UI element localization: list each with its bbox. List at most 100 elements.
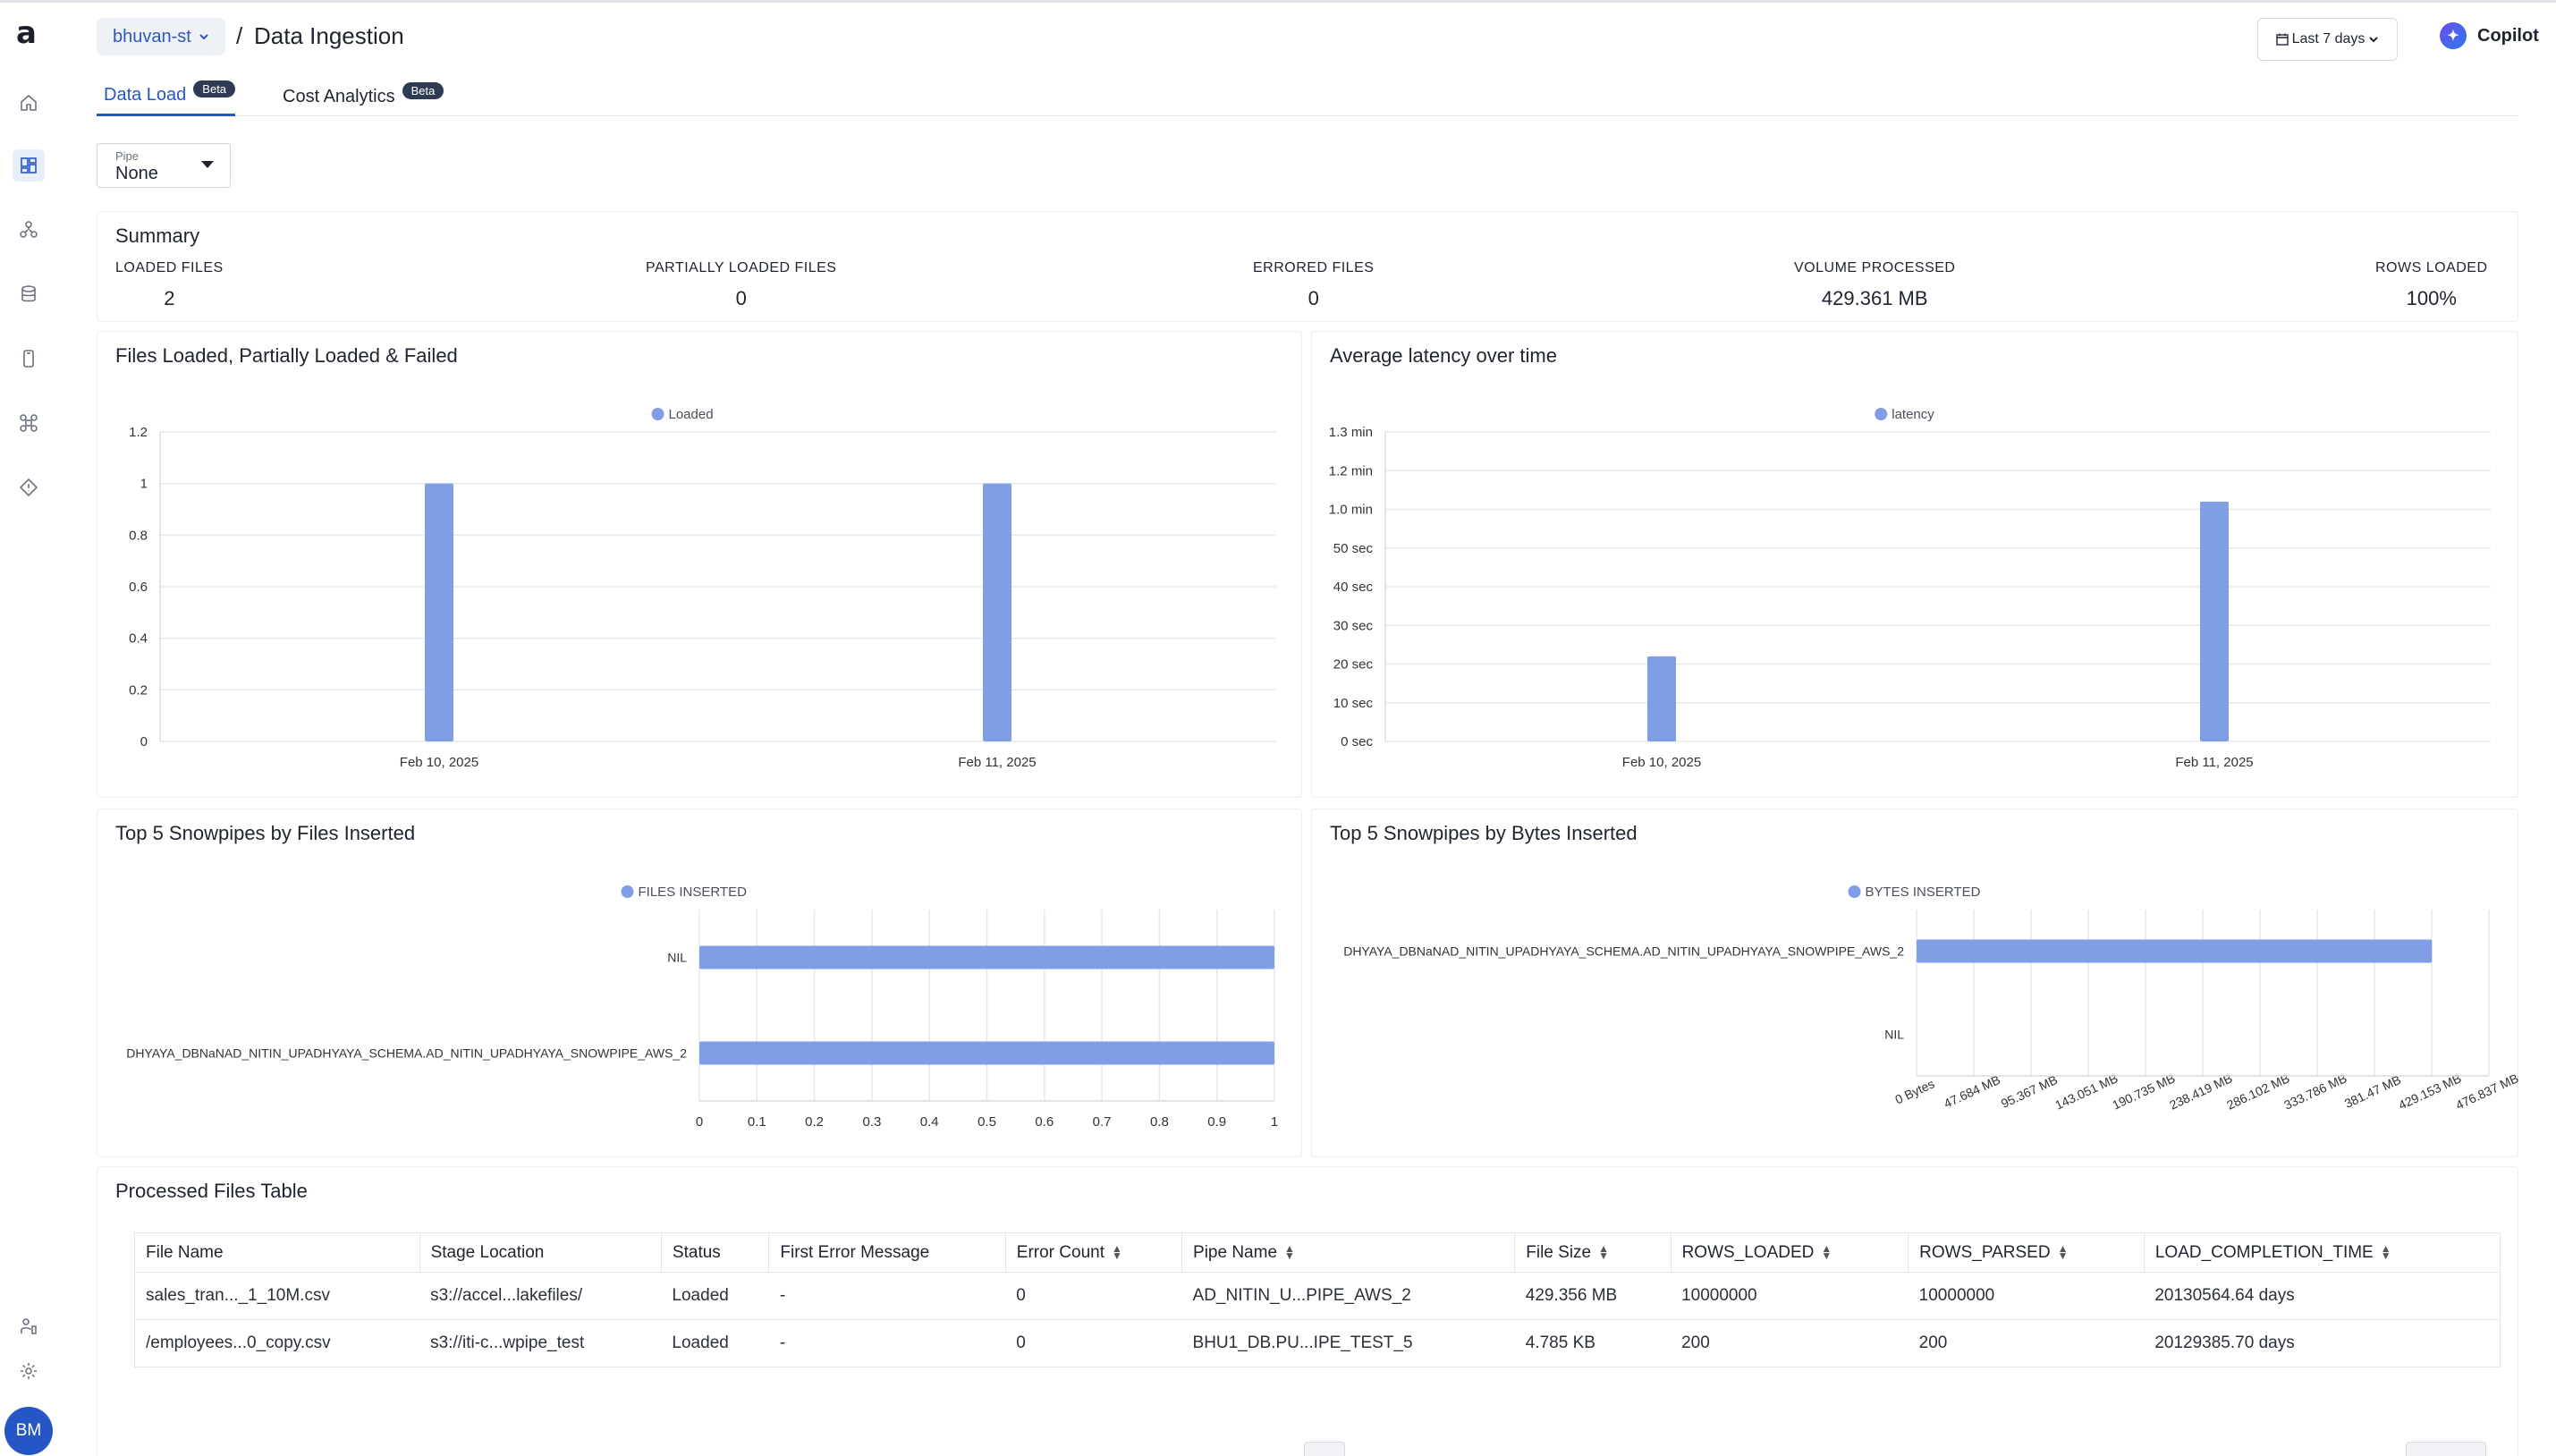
legend-marker [1848, 885, 1861, 898]
mobile-icon[interactable] [13, 343, 45, 375]
y-tick-label: 40 sec [1333, 580, 1374, 595]
column-header-label: ROWS_LOADED [1681, 1242, 1815, 1262]
workspace-selector[interactable]: bhuvan-st [97, 18, 225, 55]
table-cell: sales_tran..._1_10M.csv [134, 1272, 420, 1320]
workspace-name: bhuvan-st [113, 26, 191, 47]
top-border [0, 0, 2556, 3]
page-size-select[interactable] [2406, 1442, 2486, 1456]
sort-icon[interactable]: ▲ ▼ [2057, 1242, 2069, 1263]
dashboard-icon[interactable] [13, 149, 45, 182]
avatar[interactable]: BM [4, 1407, 53, 1455]
table-cell: 4.785 KB [1514, 1319, 1672, 1367]
chart-title: Top 5 Snowpipes by Files Inserted [115, 822, 416, 844]
tab-cost-analytics[interactable]: Cost Analytics Beta [283, 77, 444, 116]
column-header-label: First Error Message [780, 1242, 930, 1262]
table-row[interactable]: sales_tran..._1_10M.csv s3://accel...lake… [134, 1272, 2501, 1320]
y-category-label: NIL [1884, 1028, 1904, 1042]
table-cell: Loaded [661, 1319, 769, 1367]
bytes-inserted-chart-card: Top 5 Snowpipes by Bytes Inserted BYTES … [1311, 808, 2519, 1157]
x-tick-label: 0.4 [920, 1114, 939, 1130]
bar [2200, 501, 2229, 741]
x-tick-label: 476.837 MB [2453, 1071, 2519, 1112]
home-icon[interactable] [13, 87, 45, 119]
gear-icon[interactable] [13, 1355, 45, 1387]
x-tick-label: Feb 11, 2025 [2175, 755, 2253, 770]
table-title: Processed Files Table [115, 1180, 308, 1202]
summary-value: 0 [735, 287, 747, 309]
summary-label: ERRORED FILES [1253, 260, 1375, 275]
copilot-button[interactable]: ✦ Copilot [2440, 21, 2539, 50]
x-tick-label: 143.051 MB [2052, 1071, 2120, 1112]
bar [425, 483, 453, 741]
y-category-label: DHYAYA_DBNaNAD_NITIN_UPADHYAYA_SCHEMA.AD… [1343, 944, 1904, 959]
command-icon[interactable] [13, 407, 45, 439]
x-tick-label: 429.153 MB [2396, 1071, 2463, 1112]
summary-card: Summary LOADED FILES 2 PARTIALLY LOADED … [97, 211, 2518, 322]
chart-title: Files Loaded, Partially Loaded & Failed [115, 344, 458, 367]
table-cell: s3://accel...lakefiles/ [419, 1272, 662, 1320]
column-header[interactable]: ROWS_LOADED ▲ ▼ [1670, 1232, 1909, 1273]
y-tick-label: 0.6 [129, 580, 148, 595]
tab-bar: Data Load Beta Cost Analytics Beta [97, 77, 2518, 116]
y-tick-label: 10 sec [1333, 696, 1374, 711]
column-header: First Error Message [768, 1232, 1006, 1273]
chart-title: Average latency over time [1330, 344, 1557, 367]
y-tick-label: 1.2 [129, 425, 148, 440]
database-icon[interactable] [13, 278, 45, 310]
x-tick-label: Feb 11, 2025 [958, 755, 1036, 770]
sort-icon[interactable]: ▲ ▼ [1598, 1242, 1609, 1263]
x-tick-label: Feb 10, 2025 [400, 755, 478, 770]
x-tick-label: 0.8 [1150, 1114, 1169, 1130]
legend-marker [621, 885, 634, 898]
column-header[interactable]: Error Count ▲ ▼ [1004, 1232, 1183, 1273]
column-header[interactable]: Pipe Name ▲ ▼ [1181, 1232, 1516, 1273]
sort-icon[interactable]: ▲ ▼ [1821, 1242, 1832, 1263]
pagination-current-page[interactable] [1304, 1442, 1345, 1456]
table-cell: /employees...0_copy.csv [134, 1319, 420, 1367]
connections-icon[interactable] [13, 214, 45, 246]
date-range-selector[interactable]: Last 7 days [2257, 18, 2398, 61]
column-header-label: LOAD_COMPLETION_TIME [2154, 1242, 2374, 1262]
x-tick-label: 0 [696, 1114, 703, 1130]
column-header[interactable]: LOAD_COMPLETION_TIME ▲ ▼ [2143, 1232, 2501, 1273]
x-tick-label: 0.2 [805, 1114, 824, 1130]
sidebar: a BM [0, 3, 57, 1456]
latency-chart: latency 0 sec 10 sec 20 sec 30 sec 40 sec 50 s… [1329, 407, 2491, 770]
column-header[interactable]: ROWS_PARSED ▲ ▼ [1908, 1232, 2145, 1273]
x-tick-label: 1 [1271, 1114, 1278, 1130]
sort-icon[interactable]: ▲ ▼ [1111, 1242, 1122, 1263]
tab-data-load[interactable]: Data Load Beta [97, 77, 236, 116]
x-tick-label: 0.3 [862, 1114, 881, 1130]
y-tick-label: 0.2 [129, 682, 148, 698]
breadcrumb-separator: / [236, 22, 243, 49]
summary-label: VOLUME PROCESSED [1794, 260, 1956, 275]
pipe-select-value: None [115, 164, 158, 183]
diamond-warning-icon[interactable] [13, 471, 45, 504]
sort-icon[interactable]: ▲ ▼ [1284, 1242, 1295, 1263]
pipe-select[interactable]: Pipe None [97, 143, 231, 188]
y-tick-label: 1 [140, 477, 148, 492]
table-cell: 200 [1908, 1319, 2145, 1367]
copilot-label: Copilot [2477, 25, 2539, 46]
summary-rows-loaded: ROWS LOADED 100% [2375, 260, 2488, 310]
processed-files-table: File Name Stage Location Status First Error… [134, 1232, 2501, 1367]
sparkle-icon: ✦ [2440, 22, 2467, 49]
beta-badge: Beta [402, 81, 444, 99]
table-cell: Loaded [661, 1272, 769, 1320]
app-logo[interactable]: a [16, 15, 37, 51]
bar [699, 1041, 1274, 1065]
y-tick-label: 1.0 min [1329, 503, 1373, 518]
sort-icon[interactable]: ▲ ▼ [2380, 1242, 2391, 1263]
column-header[interactable]: File Size ▲ ▼ [1514, 1232, 1672, 1273]
x-tick-label: 0.1 [748, 1114, 766, 1130]
summary-label: LOADED FILES [115, 260, 224, 275]
x-tick-label: 0 Bytes [1892, 1076, 1936, 1106]
user-structure-icon[interactable] [13, 1310, 45, 1342]
page-title: Data Ingestion [254, 22, 404, 49]
column-header-label: ROWS_PARSED [1919, 1242, 2051, 1262]
column-header: File Name [134, 1232, 420, 1273]
table-row[interactable]: /employees...0_copy.csv s3://iti-c...wpip… [134, 1319, 2501, 1367]
table-cell: s3://iti-c...wpipe_test [419, 1319, 662, 1367]
files-inserted-chart-card: Top 5 Snowpipes by Files Inserted FILES … [97, 808, 1302, 1157]
